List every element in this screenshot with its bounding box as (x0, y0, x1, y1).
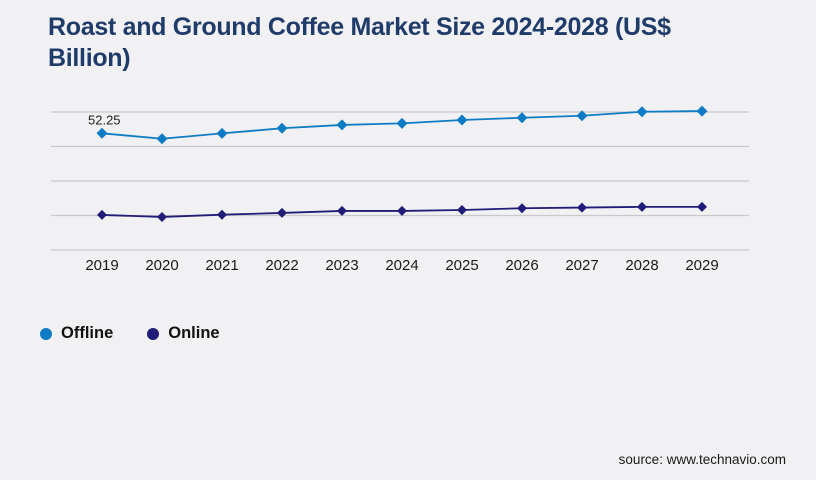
online-data-point-marker[interactable] (97, 209, 107, 220)
offline-data-point-marker[interactable] (456, 114, 468, 126)
chart-title: Roast and Ground Coffee Market Size 2024… (48, 12, 748, 74)
offline-data-point-marker[interactable] (636, 106, 648, 118)
online-data-point-marker[interactable] (157, 211, 167, 222)
legend-item-offline[interactable]: Offline (40, 324, 113, 343)
x-axis-label: 2029 (685, 257, 718, 274)
offline-data-point-marker[interactable] (336, 119, 348, 131)
online-data-point-marker[interactable] (637, 201, 647, 212)
online-data-point-marker[interactable] (397, 205, 407, 216)
x-axis-label: 2028 (625, 257, 658, 274)
offline-data-point-marker[interactable] (696, 105, 708, 117)
offline-legend-marker-icon (40, 327, 52, 340)
x-axis-label: 2023 (325, 257, 358, 274)
x-axis-label: 2027 (565, 257, 598, 274)
online-data-point-marker[interactable] (697, 201, 707, 212)
online-data-point-marker[interactable] (517, 203, 527, 214)
x-axis-label: 2025 (445, 257, 478, 274)
x-axis-label: 2024 (385, 257, 418, 274)
offline-data-point-marker[interactable] (516, 112, 528, 124)
online-data-point-marker[interactable] (217, 209, 227, 220)
chart-legend: Offline Online (40, 324, 220, 343)
offline-data-point-marker[interactable] (276, 122, 288, 134)
source-attribution: source: www.technavio.com (618, 452, 786, 467)
data-point-label: 52.25 (88, 112, 121, 127)
x-axis-label: 2019 (85, 257, 118, 274)
chart-title-line-2: Billion) (48, 44, 131, 72)
online-data-point-marker[interactable] (577, 202, 587, 213)
offline-data-point-marker[interactable] (216, 127, 228, 139)
offline-data-point-marker[interactable] (576, 110, 588, 122)
legend-label-offline: Offline (61, 324, 114, 342)
online-legend-marker-icon (147, 327, 160, 340)
offline-data-point-marker[interactable] (156, 133, 168, 145)
legend-item-online[interactable]: Online (147, 324, 220, 343)
offline-data-point-marker[interactable] (396, 117, 408, 129)
online-data-point-marker[interactable] (277, 207, 287, 218)
x-axis-label: 2021 (205, 257, 238, 274)
online-data-point-marker[interactable] (337, 205, 347, 216)
x-axis-label: 2022 (265, 257, 298, 274)
chart-title-line-1: Roast and Ground Coffee Market Size 2024… (48, 13, 671, 41)
x-axis-label: 2020 (145, 257, 178, 274)
legend-label-online: Online (168, 324, 220, 342)
x-axis-label: 2026 (505, 257, 538, 274)
online-data-point-marker[interactable] (457, 205, 467, 216)
offline-data-point-marker[interactable] (96, 127, 108, 139)
